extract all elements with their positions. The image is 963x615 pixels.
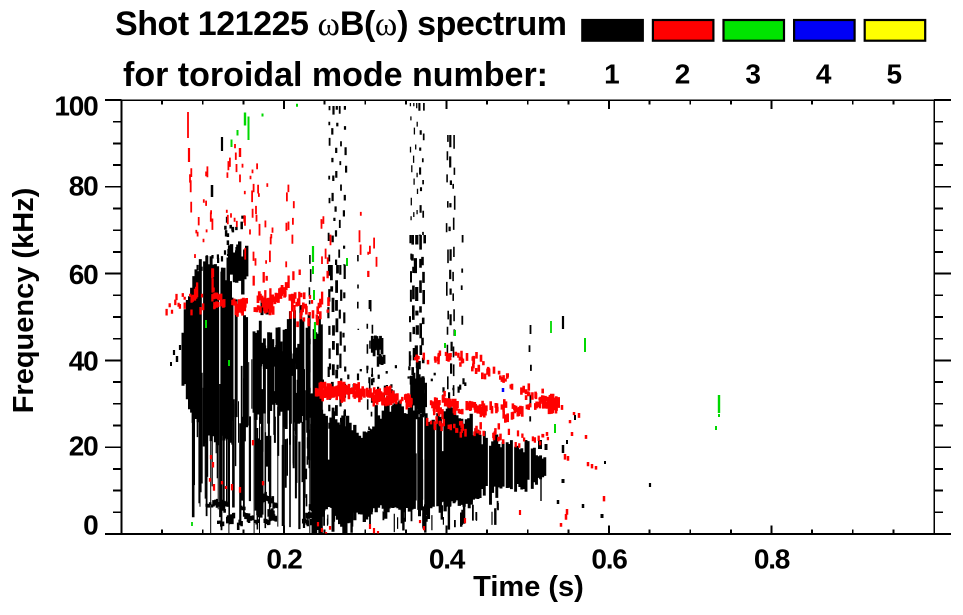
svg-text:0.8: 0.8 xyxy=(754,543,790,574)
svg-text:80: 80 xyxy=(69,171,98,202)
svg-text:0.4: 0.4 xyxy=(429,543,466,574)
svg-text:40: 40 xyxy=(69,346,98,377)
svg-text:0: 0 xyxy=(83,510,98,541)
svg-text:0.6: 0.6 xyxy=(591,543,627,574)
svg-text:2: 2 xyxy=(675,59,690,90)
svg-text:4: 4 xyxy=(816,59,832,90)
svg-text:100: 100 xyxy=(54,90,98,121)
svg-text:Time (s): Time (s) xyxy=(473,571,584,603)
svg-text:3: 3 xyxy=(745,59,760,90)
svg-text:Frequency (kHz): Frequency (kHz) xyxy=(8,188,40,414)
svg-text:0.2: 0.2 xyxy=(266,543,302,574)
svg-text:for toroidal mode number:: for toroidal mode number: xyxy=(123,56,548,94)
svg-text:60: 60 xyxy=(69,259,98,290)
svg-text:1: 1 xyxy=(604,59,619,90)
svg-text:20: 20 xyxy=(69,430,98,461)
svg-text:5: 5 xyxy=(887,59,902,90)
svg-text:Shot 121225 ωB(ω) spectrum: Shot 121225 ωB(ω) spectrum xyxy=(115,5,567,43)
